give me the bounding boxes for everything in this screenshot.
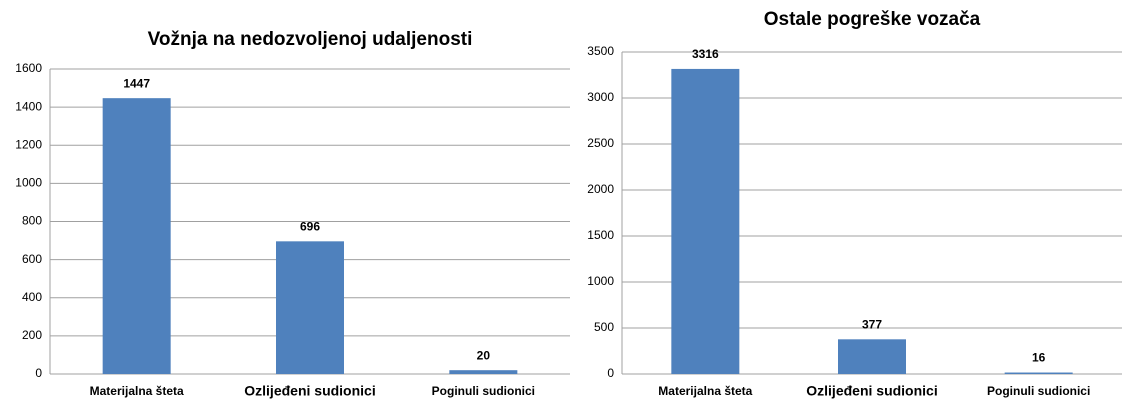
y-tick-label: 1400 — [15, 99, 42, 113]
x-tick-label: Ozlijeđeni sudionici — [244, 383, 375, 399]
bar — [102, 98, 171, 375]
bar — [1004, 372, 1073, 374]
value-label: 377 — [862, 317, 882, 331]
y-tick-label: 500 — [594, 320, 614, 334]
y-tick-label: 1200 — [15, 137, 42, 151]
bar — [276, 241, 344, 374]
y-tick-label: 1000 — [587, 274, 614, 288]
y-tick-label: 400 — [22, 290, 42, 304]
y-tick-label: 0 — [35, 366, 42, 380]
y-tick-label: 1500 — [587, 228, 614, 242]
value-label: 20 — [477, 348, 491, 362]
y-tick-label: 200 — [22, 328, 42, 342]
y-tick-label: 600 — [22, 252, 42, 266]
chart-title: Vožnja na nedozvoljenoj udaljenosti — [148, 29, 473, 50]
y-tick-label: 2000 — [587, 182, 614, 196]
value-label: 16 — [1032, 351, 1046, 365]
y-tick-label: 800 — [22, 214, 42, 228]
x-tick-label: Poginuli sudionici — [432, 384, 535, 398]
bar — [449, 370, 518, 374]
chart-title: Ostale pogreške vozača — [764, 9, 981, 30]
x-tick-label: Ozlijeđeni sudionici — [806, 383, 937, 399]
x-tick-label: Poginuli sudionici — [987, 384, 1090, 398]
y-tick-label: 1600 — [15, 61, 42, 75]
y-tick-label: 2500 — [587, 136, 614, 150]
bar — [838, 339, 906, 374]
value-label: 1447 — [123, 76, 150, 90]
y-tick-label: 1000 — [15, 176, 42, 190]
y-tick-label: 3000 — [587, 90, 614, 104]
value-label: 3316 — [692, 47, 719, 61]
value-label: 696 — [300, 219, 320, 233]
y-tick-label: 0 — [607, 366, 614, 380]
bar — [671, 68, 740, 374]
y-tick-label: 3500 — [587, 44, 614, 58]
x-tick-label: Materijalna šteta — [658, 384, 752, 398]
x-tick-label: Materijalna šteta — [90, 384, 184, 398]
